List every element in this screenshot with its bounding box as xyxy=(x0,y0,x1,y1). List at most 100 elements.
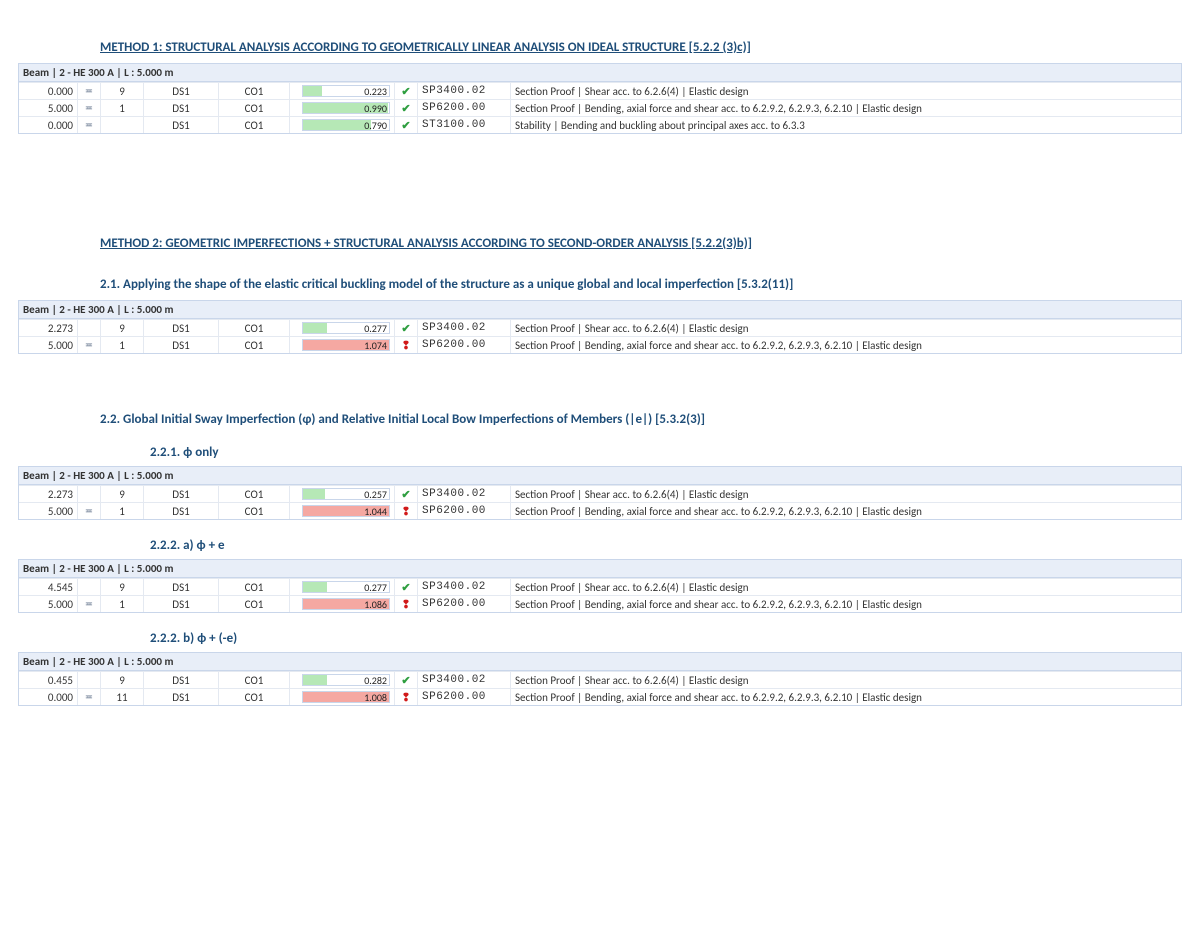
cell-proof-code: SP6200.00 xyxy=(418,337,511,353)
table-row: 0.000≖9DS1CO10.223✔SP3400.02Section Proo… xyxy=(19,82,1181,99)
cell-design-situation: DS1 xyxy=(144,117,219,133)
cell-design-situation: DS1 xyxy=(144,83,219,99)
check-ok-icon: ✔ xyxy=(395,672,418,688)
cell-proof-description: Section Proof | Shear acc. to 6.2.6(4) |… xyxy=(511,672,1181,688)
cell-position: 0.000 xyxy=(19,83,78,99)
cell-proof-code: SP3400.02 xyxy=(418,486,511,502)
check-fail-icon: ❢ xyxy=(395,503,418,519)
cell-proof-description: Section Proof | Bending, axial force and… xyxy=(511,596,1181,612)
cell-design-situation: DS1 xyxy=(144,100,219,116)
section-2-2-2b-table: Beam | 2 - HE 300 A | L : 5.000 m0.455 9D… xyxy=(18,652,1182,706)
location-marker-icon xyxy=(78,579,101,595)
cell-proof-code: SP3400.02 xyxy=(418,83,511,99)
cell-proof-code: SP3400.02 xyxy=(418,672,511,688)
location-marker-icon: ≖ xyxy=(78,337,101,353)
table-row: 5.000≖1DS1CO10.990✔SP6200.00Section Proo… xyxy=(19,99,1181,116)
cell-combination: CO1 xyxy=(219,579,290,595)
section-2-1-table: Beam | 2 - HE 300 A | L : 5.000 m2.2739D… xyxy=(18,300,1182,354)
cell-proof-description: Section Proof | Bending, axial force and… xyxy=(511,100,1181,116)
cell-proof-description: Section Proof | Shear acc. to 6.2.6(4) |… xyxy=(511,83,1181,99)
cell-proof-code: SP3400.02 xyxy=(418,579,511,595)
cell-ratio-bar: 0.277 xyxy=(290,320,395,336)
check-ok-icon: ✔ xyxy=(395,579,418,595)
cell-combination: CO1 xyxy=(219,672,290,688)
section-2-2-title: 2.2. Global Initial Sway Imperfection (φ… xyxy=(100,412,1200,427)
check-ok-icon: ✔ xyxy=(395,83,418,99)
cell-combination: CO1 xyxy=(219,503,290,519)
location-marker-icon: ≖ xyxy=(78,83,101,99)
location-marker-icon: ≖ xyxy=(78,689,101,705)
cell-index: 9 xyxy=(101,320,144,336)
cell-index: 9 xyxy=(101,83,144,99)
table-row: 4.5459DS1CO10.277✔SP3400.02Section Proof… xyxy=(19,578,1181,595)
cell-proof-code: SP6200.00 xyxy=(418,503,511,519)
cell-proof-code: ST3100.00 xyxy=(418,117,511,133)
cell-position: 5.000 xyxy=(19,100,78,116)
cell-ratio-bar: 0.223 xyxy=(290,83,395,99)
method2-title: METHOD 2: GEOMETRIC IMPERFECTIONS + STRU… xyxy=(100,236,1200,251)
section-2-2-2b-title: 2.2.2. b) ϕ + (-e) xyxy=(150,631,1200,646)
location-marker-icon: ≖ xyxy=(78,117,101,133)
check-fail-icon: ❢ xyxy=(395,337,418,353)
cell-combination: CO1 xyxy=(219,486,290,502)
table-row: 5.000≖1DS1CO11.044❢SP6200.00Section Proo… xyxy=(19,502,1181,519)
check-fail-icon: ❢ xyxy=(395,689,418,705)
check-fail-icon: ❢ xyxy=(395,596,418,612)
location-marker-icon: ≖ xyxy=(78,596,101,612)
cell-proof-description: Section Proof | Bending, axial force and… xyxy=(511,689,1181,705)
section-2-2-2a-title: 2.2.2. a) ϕ + e xyxy=(150,538,1200,553)
spacer xyxy=(0,372,1200,386)
method1-title: METHOD 1: STRUCTURAL ANALYSIS ACCORDING … xyxy=(100,40,1200,55)
table-row: 0.000≖DS1CO10.790✔ST3100.00Stability | B… xyxy=(19,116,1181,133)
cell-position: 5.000 xyxy=(19,596,78,612)
cell-design-situation: DS1 xyxy=(144,320,219,336)
cell-position: 0.000 xyxy=(19,689,78,705)
spacer xyxy=(0,152,1200,206)
table-row: 2.2739DS1CO10.277✔SP3400.02Section Proof… xyxy=(19,319,1181,336)
cell-position: 2.273 xyxy=(19,486,78,502)
cell-proof-code: SP3400.02 xyxy=(418,320,511,336)
cell-ratio-bar: 1.086 xyxy=(290,596,395,612)
cell-design-situation: DS1 xyxy=(144,337,219,353)
cell-index: 9 xyxy=(101,579,144,595)
check-ok-icon: ✔ xyxy=(395,100,418,116)
cell-index: 1 xyxy=(101,337,144,353)
cell-ratio-bar: 1.044 xyxy=(290,503,395,519)
cell-combination: CO1 xyxy=(219,320,290,336)
section-2-2-1-table: Beam | 2 - HE 300 A | L : 5.000 m2.2739D… xyxy=(18,466,1182,520)
cell-index: 1 xyxy=(101,503,144,519)
cell-combination: CO1 xyxy=(219,117,290,133)
cell-position: 0.455 xyxy=(19,672,78,688)
cell-combination: CO1 xyxy=(219,689,290,705)
cell-position: 5.000 xyxy=(19,337,78,353)
cell-index: 11 xyxy=(101,689,144,705)
section-2-2-1-title: 2.2.1. ϕ only xyxy=(150,445,1200,460)
table-beam-header: Beam | 2 - HE 300 A | L : 5.000 m xyxy=(19,653,1181,671)
cell-combination: CO1 xyxy=(219,337,290,353)
method1-table: Beam | 2 - HE 300 A | L : 5.000 m0.000≖9… xyxy=(18,63,1182,134)
cell-proof-description: Section Proof | Shear acc. to 6.2.6(4) |… xyxy=(511,579,1181,595)
cell-proof-description: Stability | Bending and buckling about p… xyxy=(511,117,1181,133)
section-2-1-title: 2.1. Applying the shape of the elastic c… xyxy=(100,277,1200,292)
cell-combination: CO1 xyxy=(219,596,290,612)
table-row: 5.000≖1DS1CO11.074❢SP6200.00Section Proo… xyxy=(19,336,1181,353)
cell-ratio-bar: 0.277 xyxy=(290,579,395,595)
cell-index: 9 xyxy=(101,672,144,688)
cell-design-situation: DS1 xyxy=(144,672,219,688)
table-row: 0.000≖11DS1CO11.008❢SP6200.00Section Pro… xyxy=(19,688,1181,705)
cell-proof-description: Section Proof | Shear acc. to 6.2.6(4) |… xyxy=(511,486,1181,502)
cell-position: 5.000 xyxy=(19,503,78,519)
cell-position: 0.000 xyxy=(19,117,78,133)
table-beam-header: Beam | 2 - HE 300 A | L : 5.000 m xyxy=(19,560,1181,578)
cell-proof-code: SP6200.00 xyxy=(418,689,511,705)
cell-design-situation: DS1 xyxy=(144,486,219,502)
cell-ratio-bar: 1.008 xyxy=(290,689,395,705)
table-beam-header: Beam | 2 - HE 300 A | L : 5.000 m xyxy=(19,467,1181,485)
cell-combination: CO1 xyxy=(219,100,290,116)
cell-proof-description: Section Proof | Bending, axial force and… xyxy=(511,337,1181,353)
cell-index: 1 xyxy=(101,100,144,116)
table-row: 5.000≖1DS1CO11.086❢SP6200.00Section Proo… xyxy=(19,595,1181,612)
location-marker-icon xyxy=(78,320,101,336)
cell-ratio-bar: 0.257 xyxy=(290,486,395,502)
cell-position: 2.273 xyxy=(19,320,78,336)
